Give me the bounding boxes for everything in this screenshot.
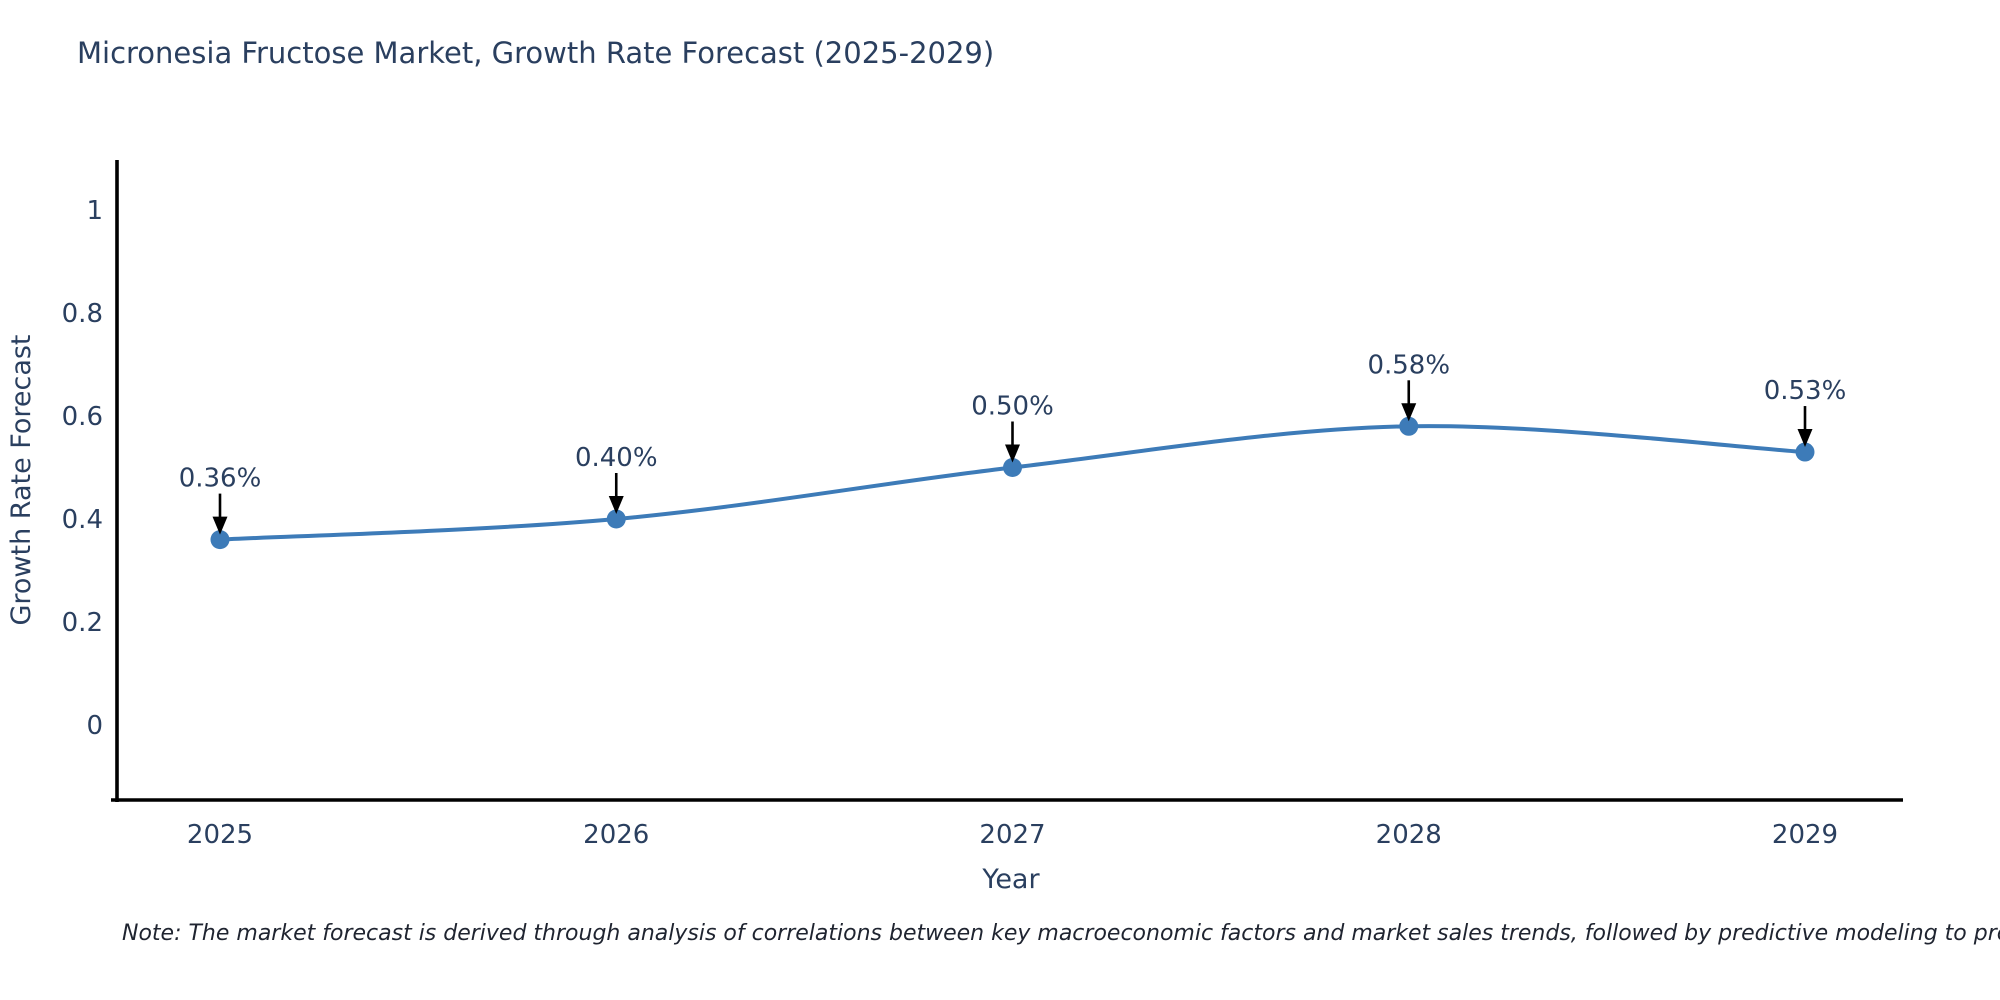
- y-tick-label-0.2: 0.2: [62, 608, 103, 638]
- y-tick-label-0.4: 0.4: [62, 505, 103, 535]
- annotation-arrowhead-2026: [608, 496, 624, 514]
- annotation-label-2026: 0.40%: [575, 443, 658, 473]
- annotation-arrowhead-2025: [212, 516, 228, 535]
- annotation-label-2029: 0.53%: [1764, 376, 1847, 406]
- y-tick-label-0.8: 0.8: [62, 299, 103, 329]
- x-tick-label-2026: 2026: [583, 820, 649, 850]
- data-point-2026[interactable]: [606, 509, 626, 529]
- x-tick-label-2029: 2029: [1772, 820, 1838, 850]
- data-point-2029[interactable]: [1795, 442, 1815, 462]
- data-point-2027[interactable]: [1003, 458, 1022, 477]
- x-tick-label-2028: 2028: [1376, 820, 1442, 850]
- annotation-label-2028: 0.58%: [1367, 350, 1450, 380]
- x-tick-label-2025: 2025: [187, 820, 253, 850]
- y-tick-label-1: 1: [86, 196, 103, 226]
- x-tick-label-2027: 2027: [979, 820, 1045, 850]
- annotation-arrowhead-2029: [1797, 429, 1813, 448]
- data-point-2025[interactable]: [210, 530, 230, 550]
- annotation-label-2025: 0.36%: [179, 464, 262, 494]
- chart-title: Micronesia Fructose Market, Growth Rate …: [77, 36, 995, 70]
- annotation-label-2027: 0.50%: [971, 392, 1054, 422]
- y-tick-label-0.6: 0.6: [62, 402, 103, 432]
- y-axis-title: Growth Rate Forecast: [6, 334, 37, 625]
- annotation-arrowhead-2028: [1401, 403, 1417, 422]
- y-tick-label-0: 0: [86, 711, 103, 741]
- x-axis-title: Year: [981, 864, 1040, 895]
- footnote: Note: The market forecast is derived thr…: [122, 921, 2000, 946]
- annotation-arrowhead-2027: [1005, 444, 1020, 463]
- data-point-2028[interactable]: [1399, 416, 1419, 436]
